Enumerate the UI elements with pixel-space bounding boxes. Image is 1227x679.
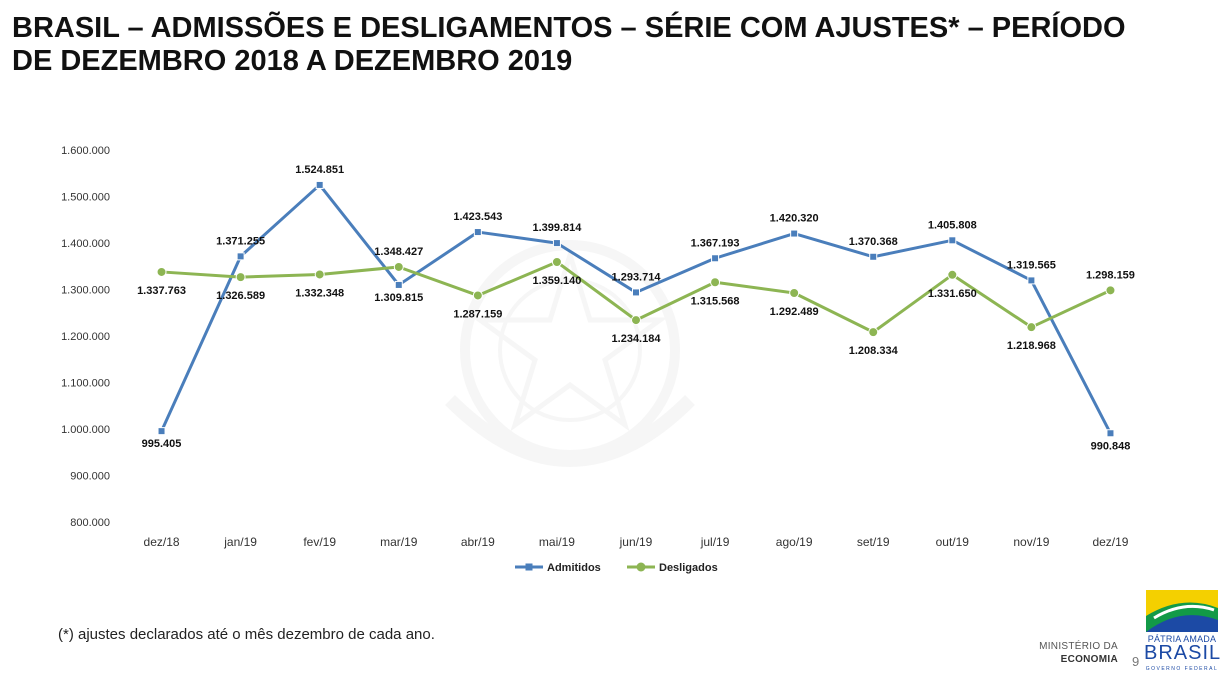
y-axis: 800.000 900.000 1.000.000 1.100.000 1.200.00… xyxy=(61,145,110,529)
data-point-desligados xyxy=(789,287,800,298)
data-point-desligados xyxy=(947,269,958,280)
y-tick-label: 1.000.000 xyxy=(61,424,110,436)
patria-amada-brasil-logo: PÁTRIA AMADA BRASIL GOVERNO FEDERAL xyxy=(1144,588,1220,676)
data-label-admitidos: 995.405 xyxy=(142,438,182,450)
x-tick-label: abr/19 xyxy=(461,535,495,549)
x-tick-label: dez/18 xyxy=(144,535,180,549)
data-label-desligados: 1.298.159 xyxy=(1086,269,1135,281)
x-tick-label: dez/19 xyxy=(1092,535,1128,549)
data-label-admitidos: 1.293.714 xyxy=(612,271,662,283)
legend-swatch-circle-icon xyxy=(636,562,646,572)
x-tick-label: mai/19 xyxy=(539,535,575,549)
data-label-admitidos: 1.420.320 xyxy=(770,213,819,225)
data-label-admitidos: 990.848 xyxy=(1091,440,1131,452)
brand-gov: GOVERNO FEDERAL xyxy=(1145,666,1219,672)
data-point-admitidos xyxy=(632,288,640,297)
legend: Admitidos Desligados xyxy=(515,562,718,574)
data-point-admitidos xyxy=(394,280,403,289)
x-tick-label: fev/19 xyxy=(303,535,336,549)
ministry-logo-text: MINISTÉRIO DA ECONOMIA xyxy=(1030,640,1118,666)
data-label-desligados: 1.234.184 xyxy=(612,333,662,345)
x-tick-label: set/19 xyxy=(857,535,890,549)
ministry-line-2: ECONOMIA xyxy=(1060,654,1118,665)
data-point-admitidos xyxy=(1106,429,1115,438)
data-label-admitidos: 1.309.815 xyxy=(374,292,423,304)
data-point-desligados xyxy=(393,261,404,272)
data-label-admitidos: 1.371.255 xyxy=(216,235,265,247)
data-labels: 995.405 1.337.763 1.371.255 1.326.589 1.524.… xyxy=(137,164,1135,452)
data-point-admitidos xyxy=(157,427,166,436)
data-point-admitidos xyxy=(948,236,957,245)
y-tick-label: 900.000 xyxy=(70,471,110,483)
x-tick-label: ago/19 xyxy=(776,535,813,549)
footnote: (*) ajustes declarados até o mês dezembr… xyxy=(58,626,435,643)
data-label-admitidos: 1.524.851 xyxy=(295,164,344,176)
data-point-desligados xyxy=(710,277,721,288)
data-label-desligados: 1.331.650 xyxy=(928,288,977,300)
brand-slogan: PÁTRIA AMADA xyxy=(1147,634,1217,644)
data-point-desligados xyxy=(631,315,641,326)
x-tick-label: mar/19 xyxy=(380,535,418,549)
x-axis: dez/18 jan/19 fev/19 mar/19 abr/19 mai/19 jun/… xyxy=(144,535,1129,549)
data-label-desligados: 1.359.140 xyxy=(532,275,581,287)
x-tick-label: out/19 xyxy=(936,535,970,549)
data-label-desligados: 1.208.334 xyxy=(849,345,899,357)
data-point-desligados xyxy=(1105,285,1116,296)
y-tick-label: 1.400.000 xyxy=(61,238,110,250)
data-point-desligados xyxy=(156,266,167,277)
y-tick-label: 1.500.000 xyxy=(61,192,110,204)
data-point-admitidos xyxy=(790,229,799,238)
data-point-admitidos xyxy=(869,252,878,261)
data-label-desligados: 1.218.968 xyxy=(1007,340,1056,352)
flag-swoosh-icon xyxy=(1146,590,1218,632)
legend-label: Desligados xyxy=(659,562,718,574)
page-title-line-2: DE DEZEMBRO 2018 A DEZEMBRO 2019 xyxy=(12,45,573,77)
legend-swatch-square-icon xyxy=(525,563,533,571)
data-point-admitidos xyxy=(315,180,324,189)
data-label-desligados: 1.332.348 xyxy=(295,287,344,299)
x-tick-label: jan/19 xyxy=(223,535,257,549)
data-label-desligados: 1.337.763 xyxy=(137,285,186,297)
data-label-admitidos: 1.423.543 xyxy=(453,211,502,223)
brand-country: BRASIL xyxy=(1144,642,1222,664)
data-point-desligados xyxy=(551,256,562,267)
data-point-desligados xyxy=(472,290,483,301)
series-layer xyxy=(156,180,1116,438)
data-point-desligados xyxy=(314,269,325,280)
legend-label: Admitidos xyxy=(547,562,601,574)
data-point-desligados xyxy=(1026,322,1037,333)
x-tick-label: nov/19 xyxy=(1013,535,1049,549)
y-tick-label: 1.600.000 xyxy=(61,145,110,157)
data-label-admitidos: 1.367.193 xyxy=(691,237,740,249)
x-tick-label: jul/19 xyxy=(700,535,730,549)
data-label-admitidos: 1.319.565 xyxy=(1007,259,1056,271)
data-point-desligados xyxy=(235,272,246,283)
data-label-desligados: 1.326.589 xyxy=(216,290,265,302)
ministry-line-1: MINISTÉRIO DA xyxy=(1039,641,1118,652)
x-tick-label: jun/19 xyxy=(619,535,653,549)
data-point-admitidos xyxy=(552,239,561,248)
data-label-admitidos: 1.405.808 xyxy=(928,219,977,231)
data-label-admitidos: 1.370.368 xyxy=(849,236,898,248)
y-tick-label: 800.000 xyxy=(70,517,110,529)
y-tick-label: 1.100.000 xyxy=(61,378,110,390)
data-label-desligados: 1.315.568 xyxy=(691,295,740,307)
data-label-desligados: 1.292.489 xyxy=(770,306,819,318)
y-tick-label: 1.200.000 xyxy=(61,331,110,343)
data-point-admitidos xyxy=(236,252,245,261)
data-label-desligados: 1.287.159 xyxy=(453,308,502,320)
y-tick-label: 1.300.000 xyxy=(61,285,110,297)
data-point-desligados xyxy=(868,327,879,338)
data-label-admitidos: 1.399.814 xyxy=(532,222,582,234)
line-chart: 800.000 900.000 1.000.000 1.100.000 1.200.00… xyxy=(61,145,1135,574)
data-label-desligados: 1.348.427 xyxy=(374,246,423,258)
data-point-admitidos xyxy=(711,254,720,263)
page-title: BRASIL – ADMISSÕES E DESLIGAMENTOS – SÉR… xyxy=(12,12,1212,78)
page-number: 9 xyxy=(1132,654,1140,669)
data-point-admitidos xyxy=(1027,276,1036,285)
page-title-line-1: BRASIL – ADMISSÕES E DESLIGAMENTOS – SÉR… xyxy=(12,12,1126,44)
data-point-admitidos xyxy=(473,228,482,237)
